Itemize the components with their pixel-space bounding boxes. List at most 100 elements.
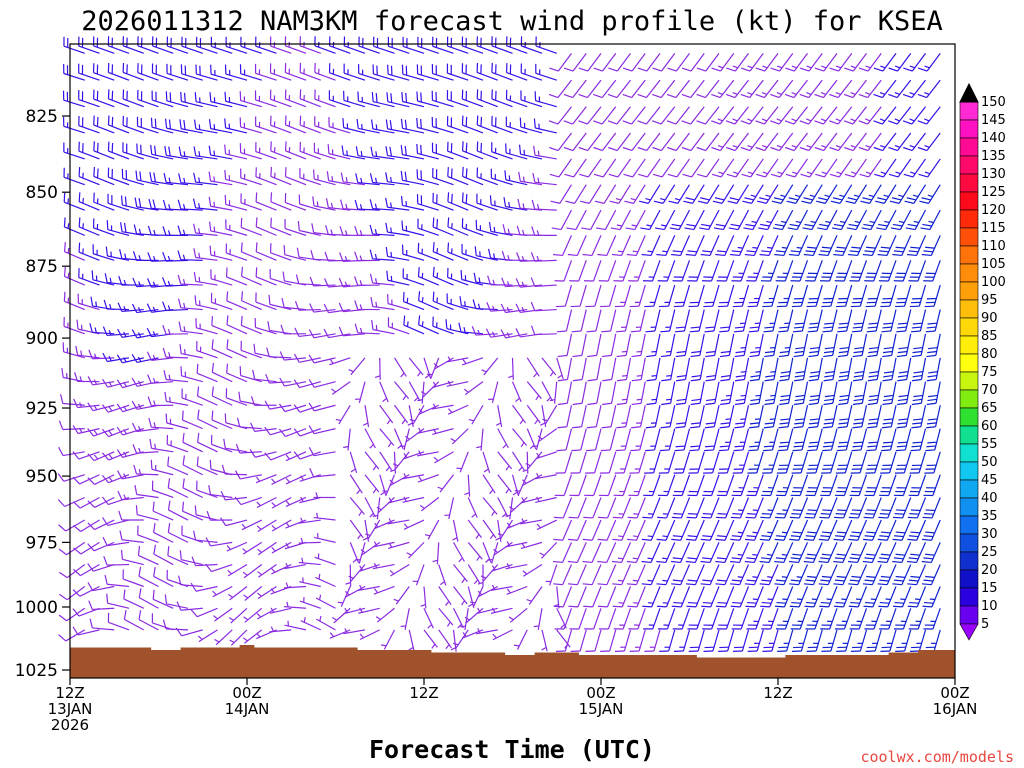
wind-barb	[73, 541, 100, 555]
wind-barb	[763, 405, 779, 429]
wind-barb	[698, 184, 720, 204]
wind-barb	[122, 36, 144, 54]
wind-barb	[643, 608, 661, 630]
wind-barb	[701, 260, 720, 282]
wind-barb	[255, 292, 277, 311]
wind-barb	[607, 79, 631, 99]
wind-barb	[167, 478, 189, 499]
wind-barb	[917, 132, 941, 152]
wind-barb	[220, 517, 248, 527]
wind-barb	[179, 550, 203, 566]
wind-barb	[731, 474, 750, 497]
wind-barb	[379, 474, 387, 496]
wind-barb	[598, 474, 617, 497]
wind-barb	[254, 317, 277, 335]
wind-barb	[792, 309, 809, 333]
wind-barb	[700, 235, 720, 257]
wind-barb	[702, 474, 720, 497]
wind-barb	[284, 193, 307, 211]
wind-barb	[431, 90, 454, 108]
wind-barb	[641, 542, 661, 564]
wind-barb	[554, 474, 573, 497]
wind-barb	[858, 132, 882, 152]
wind-barb	[210, 36, 233, 54]
wind-barb	[369, 199, 395, 211]
wind-barb	[505, 36, 528, 54]
wind-barb	[497, 474, 512, 494]
wind-barb	[628, 608, 646, 630]
wind-barb	[583, 260, 602, 282]
wind-barb	[58, 420, 85, 431]
wind-barb	[779, 381, 794, 406]
wind-barb	[257, 564, 277, 578]
wind-barb	[697, 158, 720, 178]
wind-barb	[599, 451, 617, 474]
wind-barb	[613, 260, 632, 282]
wind-barb	[63, 167, 85, 186]
wind-barb	[340, 199, 366, 211]
wind-barb	[234, 496, 262, 506]
wind-barb	[285, 451, 307, 462]
wind-barb	[107, 167, 130, 186]
wind-barb	[569, 260, 587, 282]
wind-barb	[526, 357, 540, 378]
wind-barb	[447, 242, 469, 261]
wind-barb	[255, 267, 277, 286]
wind-barb	[190, 607, 218, 618]
wind-barb	[746, 608, 764, 630]
wind-barb	[879, 608, 897, 630]
wind-barb	[764, 381, 779, 406]
wind-barb	[257, 585, 277, 600]
wind-barb	[732, 629, 750, 653]
wind-barb	[572, 405, 587, 429]
wind-barb	[491, 115, 513, 134]
wind-barb	[167, 500, 189, 521]
wind-barb	[549, 158, 572, 178]
wind-barb	[149, 438, 174, 453]
wind-barb	[227, 564, 248, 577]
wind-barb	[450, 428, 469, 445]
wind-barb	[509, 497, 528, 513]
wind-barb	[236, 417, 262, 430]
wind-barb	[497, 428, 509, 449]
colorbar-label: 95	[981, 293, 998, 308]
wind-barb	[690, 381, 705, 406]
wind-barb	[314, 63, 336, 81]
wind-barb	[210, 64, 233, 81]
wind-barb	[432, 192, 454, 211]
wind-barb	[801, 184, 823, 204]
wind-barb	[268, 294, 292, 311]
wind-barb	[447, 217, 469, 236]
wind-barb	[658, 451, 676, 474]
wind-barb	[284, 36, 307, 54]
wind-barb	[746, 260, 764, 282]
wind-barb	[762, 284, 779, 308]
wind-barb	[447, 167, 469, 186]
wind-barb	[770, 158, 794, 178]
wind-barb	[256, 607, 277, 620]
wind-barb	[806, 629, 823, 653]
wind-barb	[911, 381, 927, 406]
wind-barb	[214, 629, 233, 646]
wind-barb	[102, 378, 130, 388]
wind-barb	[803, 542, 823, 564]
wind-barb	[730, 519, 750, 541]
wind-barb	[393, 586, 410, 605]
wind-barb	[905, 209, 927, 231]
x-tick-label: 16JAN	[933, 700, 978, 718]
wind-barb	[151, 480, 174, 499]
wind-barb	[211, 339, 233, 359]
wind-barb	[556, 428, 573, 452]
wind-barb	[556, 309, 573, 333]
wind-barb	[563, 53, 587, 72]
wind-barb	[299, 62, 321, 81]
wind-barb	[193, 119, 218, 134]
wind-barb	[62, 116, 85, 134]
wind-barb	[848, 519, 868, 541]
wind-barb	[718, 629, 735, 653]
wind-barb	[433, 451, 454, 464]
wind-barb	[822, 309, 838, 333]
wind-barb	[616, 381, 632, 406]
wind-barb	[78, 36, 100, 54]
wind-barb	[642, 260, 661, 282]
